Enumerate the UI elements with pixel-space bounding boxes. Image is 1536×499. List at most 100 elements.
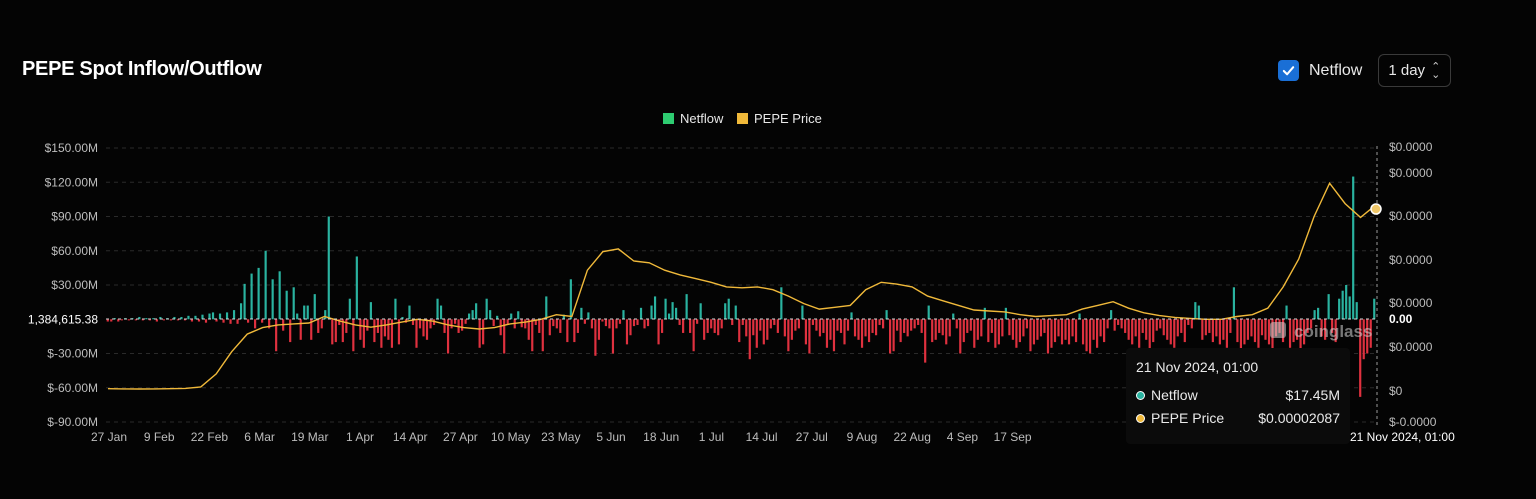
- netflow-bar: [1302, 319, 1306, 345]
- legend-price-label[interactable]: PEPE Price: [754, 111, 822, 126]
- netflow-bar: [446, 319, 450, 354]
- netflow-bar: [682, 319, 685, 333]
- tooltip-netflow-dot: [1136, 390, 1145, 400]
- coinglass-logo-icon: [1270, 322, 1286, 338]
- netflow-bar: [724, 303, 727, 320]
- netflow-bar: [397, 319, 401, 345]
- netflow-bar: [1029, 319, 1032, 352]
- netflow-bar: [727, 298, 730, 320]
- netflow-bar: [155, 319, 158, 322]
- netflow-bar: [180, 316, 183, 320]
- left-axis-tick: 1,384,615.38: [28, 312, 98, 326]
- netflow-bar: [1134, 319, 1137, 337]
- netflow-bar: [1317, 307, 1320, 320]
- netflow-bar: [341, 319, 344, 343]
- netflow-bar: [531, 319, 534, 352]
- netflow-bar: [215, 319, 218, 322]
- netflow-bar: [1201, 319, 1204, 340]
- netflow-bar: [1285, 305, 1288, 320]
- legend-price-swatch: [737, 113, 748, 124]
- netflow-bar: [699, 303, 702, 320]
- x-axis-tick: 9 Aug: [847, 430, 878, 444]
- netflow-bar: [239, 303, 243, 320]
- netflow-bar: [783, 319, 786, 337]
- netflow-bar: [257, 267, 260, 320]
- netflow-bar: [864, 319, 867, 337]
- netflow-bar: [555, 319, 558, 329]
- netflow-bar: [1362, 319, 1365, 360]
- netflow-bar: [910, 319, 913, 331]
- left-axis-tick: $30.00M: [51, 278, 98, 292]
- netflow-bar: [752, 319, 755, 336]
- right-axis-tick: $0: [1389, 384, 1403, 398]
- netflow-checkbox-label[interactable]: Netflow: [1309, 61, 1363, 79]
- x-axis-tick: 23 May: [541, 430, 580, 444]
- netflow-bar: [1011, 319, 1014, 340]
- netflow-bar: [892, 319, 895, 352]
- netflow-checkbox[interactable]: [1278, 60, 1299, 81]
- netflow-bar: [534, 319, 537, 325]
- left-axis-tick: $-30.00M: [47, 347, 98, 361]
- legend-netflow-label[interactable]: Netflow: [680, 111, 724, 126]
- netflow-bar: [1127, 319, 1130, 340]
- netflow-bar: [120, 319, 123, 321]
- netflow-bar: [994, 319, 997, 348]
- netflow-bar: [703, 319, 706, 340]
- netflow-bar: [1138, 319, 1141, 348]
- netflow-bar: [846, 319, 850, 331]
- netflow-bar: [471, 310, 474, 320]
- netflow-bar: [952, 313, 955, 320]
- netflow-bar: [917, 319, 920, 325]
- tooltip-netflow-value: $17.45M: [1285, 387, 1340, 403]
- x-axis-tick: 1 Jul: [699, 430, 724, 444]
- netflow-bar: [348, 298, 351, 320]
- netflow-bar: [464, 319, 467, 324]
- netflow-bar: [352, 319, 355, 352]
- interval-select[interactable]: 1 day ⌃ ⌄: [1378, 54, 1452, 87]
- netflow-bar: [671, 302, 674, 320]
- netflow-bar: [1348, 296, 1351, 320]
- netflow-bar: [524, 319, 527, 329]
- right-axis: $0.0000 $0.0000 $0.0000 $0.0000 $0.0000 0.00 $…: [1389, 140, 1437, 429]
- tooltip-time: 21 Nov 2024, 01:00: [1136, 359, 1259, 375]
- netflow-bar: [622, 310, 625, 320]
- price-hover-marker[interactable]: [1370, 203, 1382, 215]
- netflow-bar: [1288, 319, 1292, 348]
- netflow-bar: [475, 303, 478, 320]
- netflow-bar: [229, 319, 232, 324]
- netflow-bar: [1197, 305, 1200, 320]
- x-axis-tick: 5 Jun: [596, 430, 625, 444]
- netflow-bar: [689, 319, 692, 333]
- netflow-bar: [292, 287, 295, 320]
- netflow-bar: [1159, 319, 1162, 329]
- netflow-bar: [478, 319, 481, 348]
- netflow-bar: [485, 298, 488, 320]
- netflow-bar: [987, 319, 990, 343]
- netflow-bar: [1106, 319, 1109, 329]
- tooltip-netflow-label: Netflow: [1151, 387, 1198, 403]
- netflow-bar: [285, 290, 288, 320]
- x-axis-tick: 1 Apr: [346, 430, 374, 444]
- netflow-bar: [706, 319, 709, 333]
- netflow-bar: [569, 279, 572, 320]
- netflow-bar: [489, 310, 492, 320]
- right-axis-tick: $0.0000: [1389, 140, 1433, 154]
- netflow-bar: [710, 319, 713, 329]
- netflow-bar: [962, 319, 965, 343]
- netflow-bar: [1331, 319, 1334, 333]
- netflow-bar: [811, 319, 815, 325]
- netflow-bar: [1057, 319, 1060, 337]
- chart-legend[interactable]: Netflow PEPE Price: [663, 111, 822, 126]
- netflow-bar: [1148, 319, 1151, 352]
- netflow-bar: [1373, 298, 1376, 320]
- netflow-bar: [1110, 310, 1113, 320]
- netflow-bar: [141, 319, 144, 321]
- netflow-bar: [787, 319, 790, 352]
- x-axis-tick: 4 Sep: [947, 430, 979, 444]
- netflow-bar: [815, 319, 818, 331]
- netflow-bar: [110, 319, 113, 322]
- netflow-bar: [773, 319, 776, 325]
- netflow-bar: [741, 319, 744, 325]
- left-axis-tick: $60.00M: [51, 244, 98, 258]
- netflow-bar: [236, 319, 239, 324]
